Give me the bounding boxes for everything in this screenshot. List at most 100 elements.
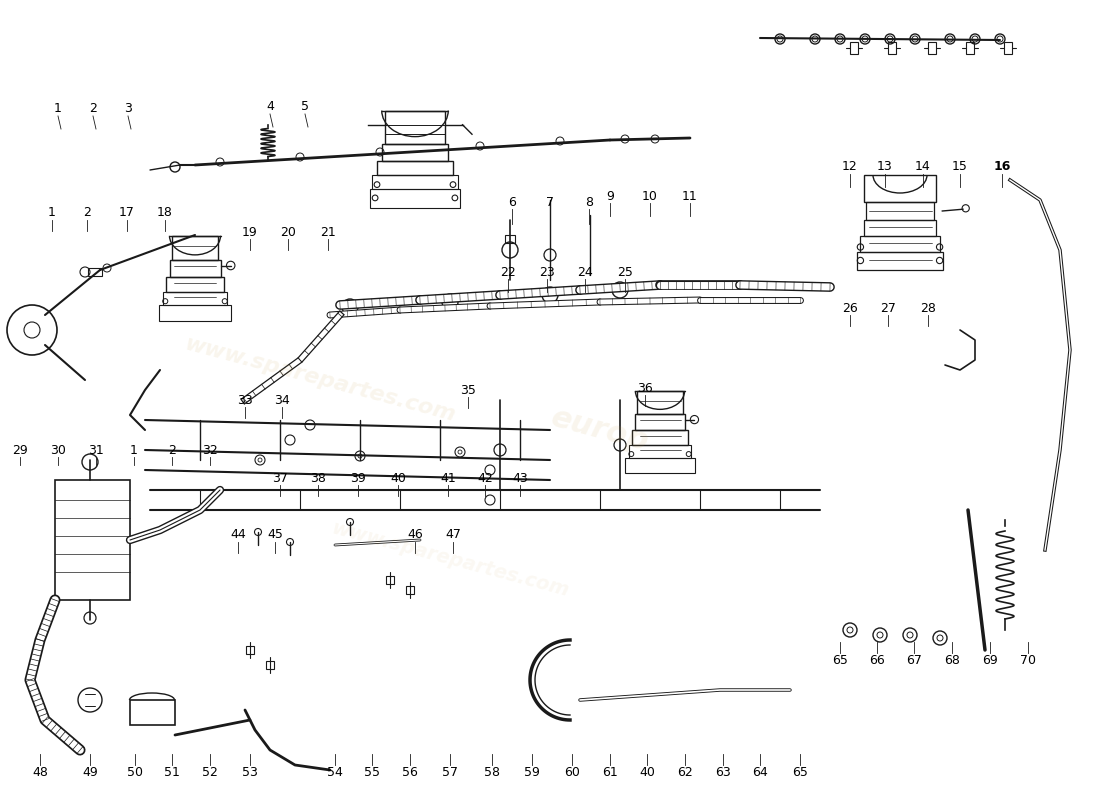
Text: 66: 66 xyxy=(869,654,884,666)
Bar xyxy=(638,391,682,414)
Text: 55: 55 xyxy=(364,766,380,778)
Text: 6: 6 xyxy=(508,195,516,209)
Bar xyxy=(370,190,460,208)
Text: 8: 8 xyxy=(585,195,593,209)
Bar xyxy=(928,42,936,54)
Bar xyxy=(55,480,130,600)
Bar xyxy=(505,235,515,243)
Text: 23: 23 xyxy=(539,266,554,278)
Text: 29: 29 xyxy=(12,443,28,457)
Bar xyxy=(172,236,219,259)
Bar xyxy=(163,292,227,306)
Text: 14: 14 xyxy=(915,161,931,174)
Text: 40: 40 xyxy=(639,766,654,778)
Text: 32: 32 xyxy=(202,443,218,457)
Text: 1: 1 xyxy=(54,102,62,115)
Text: 30: 30 xyxy=(51,443,66,457)
Text: 19: 19 xyxy=(242,226,257,238)
Text: 12: 12 xyxy=(843,161,858,174)
Text: 59: 59 xyxy=(524,766,540,778)
Bar xyxy=(166,277,224,292)
Text: www.sparepartes.com: www.sparepartes.com xyxy=(329,519,571,601)
Text: 39: 39 xyxy=(350,471,366,485)
Text: 3: 3 xyxy=(124,102,132,115)
Bar xyxy=(406,586,414,594)
Text: 1: 1 xyxy=(130,443,138,457)
Text: 68: 68 xyxy=(944,654,960,666)
Bar xyxy=(629,445,691,458)
Text: 35: 35 xyxy=(460,383,476,397)
Text: 21: 21 xyxy=(320,226,336,238)
Text: 9: 9 xyxy=(606,190,614,202)
Bar xyxy=(377,161,453,175)
Bar xyxy=(386,576,394,584)
Text: 67: 67 xyxy=(906,654,922,666)
Text: 45: 45 xyxy=(267,529,283,542)
Bar xyxy=(385,110,446,144)
Bar xyxy=(246,646,254,654)
Text: 4: 4 xyxy=(266,101,274,114)
Text: 47: 47 xyxy=(446,529,461,542)
Text: 65: 65 xyxy=(792,766,807,778)
Bar xyxy=(850,42,858,54)
Text: 61: 61 xyxy=(602,766,618,778)
Text: 33: 33 xyxy=(238,394,253,406)
Bar xyxy=(625,458,695,473)
Text: 38: 38 xyxy=(310,471,326,485)
Bar xyxy=(266,661,274,669)
Text: 16: 16 xyxy=(993,161,1011,174)
Text: 24: 24 xyxy=(578,266,593,278)
Text: 34: 34 xyxy=(274,394,290,406)
Bar xyxy=(864,220,936,236)
Text: 2: 2 xyxy=(89,102,97,115)
Text: 7: 7 xyxy=(546,195,554,209)
Text: 58: 58 xyxy=(484,766,500,778)
Text: 62: 62 xyxy=(678,766,693,778)
Text: 18: 18 xyxy=(157,206,173,219)
Text: 40: 40 xyxy=(390,471,406,485)
Bar xyxy=(372,175,458,190)
Text: 31: 31 xyxy=(88,443,103,457)
Text: www.sparepartes.com: www.sparepartes.com xyxy=(183,334,458,426)
Text: 2: 2 xyxy=(168,443,176,457)
Text: 28: 28 xyxy=(920,302,936,314)
Bar xyxy=(158,306,231,321)
Text: 5: 5 xyxy=(301,101,309,114)
Bar xyxy=(864,175,936,202)
Text: 65: 65 xyxy=(832,654,848,666)
Text: 57: 57 xyxy=(442,766,458,778)
Bar xyxy=(888,42,896,54)
Text: 51: 51 xyxy=(164,766,180,778)
Text: 27: 27 xyxy=(880,302,895,314)
Text: 17: 17 xyxy=(119,206,135,219)
Text: 1: 1 xyxy=(48,206,56,219)
Text: 10: 10 xyxy=(642,190,658,202)
Text: 42: 42 xyxy=(477,471,493,485)
Text: 64: 64 xyxy=(752,766,768,778)
Text: 2: 2 xyxy=(84,206,91,219)
Text: 11: 11 xyxy=(682,190,697,202)
Bar xyxy=(88,268,102,276)
Bar xyxy=(1004,42,1012,54)
Text: 20: 20 xyxy=(280,226,296,238)
Text: 60: 60 xyxy=(564,766,580,778)
Bar xyxy=(382,144,449,161)
Bar xyxy=(130,700,175,725)
Bar xyxy=(632,430,688,445)
Text: 52: 52 xyxy=(202,766,218,778)
Text: 22: 22 xyxy=(500,266,516,278)
Text: 49: 49 xyxy=(82,766,98,778)
Text: 54: 54 xyxy=(327,766,343,778)
Text: 43: 43 xyxy=(513,471,528,485)
Bar xyxy=(860,236,939,253)
Text: europ: europ xyxy=(548,403,652,457)
Text: 46: 46 xyxy=(407,529,422,542)
Text: 37: 37 xyxy=(272,471,288,485)
Text: 70: 70 xyxy=(1020,654,1036,666)
Text: 15: 15 xyxy=(953,161,968,174)
Text: 13: 13 xyxy=(877,161,893,174)
Text: 63: 63 xyxy=(715,766,730,778)
Text: 50: 50 xyxy=(126,766,143,778)
Text: 25: 25 xyxy=(617,266,632,278)
Bar xyxy=(867,202,934,220)
